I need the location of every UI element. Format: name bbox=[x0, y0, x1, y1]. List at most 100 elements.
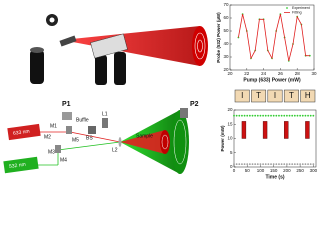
segment-label: T bbox=[289, 91, 294, 100]
point bbox=[278, 114, 280, 117]
point bbox=[304, 114, 307, 117]
point bbox=[301, 163, 304, 166]
point bbox=[312, 163, 315, 166]
label: 633 nm bbox=[13, 129, 30, 137]
point bbox=[291, 114, 294, 117]
y-tick-label: 40 bbox=[223, 41, 229, 46]
point bbox=[307, 114, 309, 117]
segment-box bbox=[267, 89, 283, 103]
point bbox=[246, 163, 249, 166]
series-line bbox=[238, 14, 310, 61]
point bbox=[283, 114, 286, 117]
point bbox=[299, 114, 302, 117]
x-tick-label: 28 bbox=[295, 71, 301, 76]
x-tick-label: 22 bbox=[244, 71, 250, 76]
x-tick-label: 24 bbox=[261, 71, 267, 76]
point bbox=[286, 163, 288, 166]
figure: P1 P2 M1 M2 M3 M4 M5 L1 L2 BS Buffle Sam… bbox=[3, 2, 318, 180]
label: 532 nm bbox=[9, 162, 26, 170]
point bbox=[243, 163, 246, 166]
y-tick-label: 30 bbox=[223, 54, 229, 59]
point bbox=[309, 163, 312, 166]
point bbox=[241, 163, 243, 166]
point bbox=[254, 163, 257, 166]
point bbox=[309, 114, 312, 117]
point bbox=[233, 114, 235, 117]
point bbox=[288, 163, 291, 166]
point bbox=[275, 114, 278, 117]
y-tick-label: 20 bbox=[223, 67, 229, 72]
label: M3 bbox=[48, 149, 55, 155]
point bbox=[312, 114, 315, 117]
x-tick-label: 30 bbox=[311, 71, 317, 76]
y-tick-label: 60 bbox=[223, 15, 229, 20]
point bbox=[288, 114, 291, 117]
point bbox=[275, 163, 278, 166]
x-axis-label: Pump (633) Power (mW) bbox=[243, 77, 301, 83]
setup-diagram: P1 P2 M1 M2 M3 M4 M5 L1 L2 BS Buffle Sam… bbox=[3, 101, 199, 174]
label: Sample bbox=[136, 133, 153, 139]
point bbox=[243, 114, 246, 117]
x-tick-label: 150 bbox=[270, 168, 278, 173]
segment-box bbox=[283, 89, 299, 103]
point bbox=[286, 114, 288, 117]
x-tick-label: 100 bbox=[257, 168, 265, 173]
point bbox=[262, 114, 264, 117]
point bbox=[248, 163, 251, 166]
point bbox=[267, 114, 270, 117]
label: M2 bbox=[44, 134, 51, 140]
point bbox=[246, 114, 249, 117]
point bbox=[291, 163, 294, 166]
point bbox=[262, 163, 264, 166]
point bbox=[264, 114, 267, 117]
x-tick-label: 26 bbox=[278, 71, 284, 76]
point bbox=[251, 114, 254, 117]
y-axis-label: Power (mW) bbox=[220, 125, 225, 152]
legend-swatch bbox=[286, 7, 288, 9]
point bbox=[251, 163, 254, 166]
point bbox=[293, 114, 296, 117]
y-tick-label: 0 bbox=[230, 164, 233, 169]
x-tick-label: 50 bbox=[245, 168, 251, 173]
point bbox=[270, 114, 272, 117]
segment-box bbox=[234, 89, 250, 103]
label: L2 bbox=[112, 147, 118, 153]
point bbox=[301, 114, 304, 117]
y-tick-label: 50 bbox=[223, 28, 229, 33]
point bbox=[270, 163, 272, 166]
point bbox=[304, 163, 307, 166]
point bbox=[296, 114, 299, 117]
point bbox=[272, 163, 275, 166]
y-tick-label: 10 bbox=[227, 136, 233, 141]
point bbox=[256, 114, 259, 117]
point bbox=[233, 163, 235, 166]
x-tick-label: 250 bbox=[296, 168, 304, 173]
segment-label: H bbox=[305, 91, 311, 100]
y-tick-label: 70 bbox=[223, 2, 229, 7]
label: P1 bbox=[62, 101, 71, 108]
label: L1 bbox=[102, 111, 108, 117]
point bbox=[264, 163, 267, 166]
segment-label: I bbox=[274, 91, 276, 100]
block bbox=[305, 121, 310, 139]
point bbox=[256, 163, 259, 166]
block bbox=[241, 121, 247, 139]
y-tick-label: 20 bbox=[227, 107, 233, 112]
label: P2 bbox=[190, 101, 199, 108]
x-axis-label: Time (s) bbox=[265, 174, 284, 180]
point bbox=[293, 163, 296, 166]
point bbox=[241, 114, 243, 117]
label: M1 bbox=[50, 123, 57, 129]
point bbox=[283, 163, 286, 166]
point bbox=[307, 163, 309, 166]
point bbox=[272, 114, 275, 117]
point bbox=[267, 163, 270, 166]
point bbox=[259, 114, 262, 117]
point bbox=[235, 114, 238, 117]
segment-box bbox=[251, 89, 267, 103]
point bbox=[238, 114, 241, 117]
point bbox=[278, 163, 280, 166]
block bbox=[262, 121, 268, 139]
legend-label: Fitting bbox=[292, 10, 302, 14]
point bbox=[299, 163, 302, 166]
